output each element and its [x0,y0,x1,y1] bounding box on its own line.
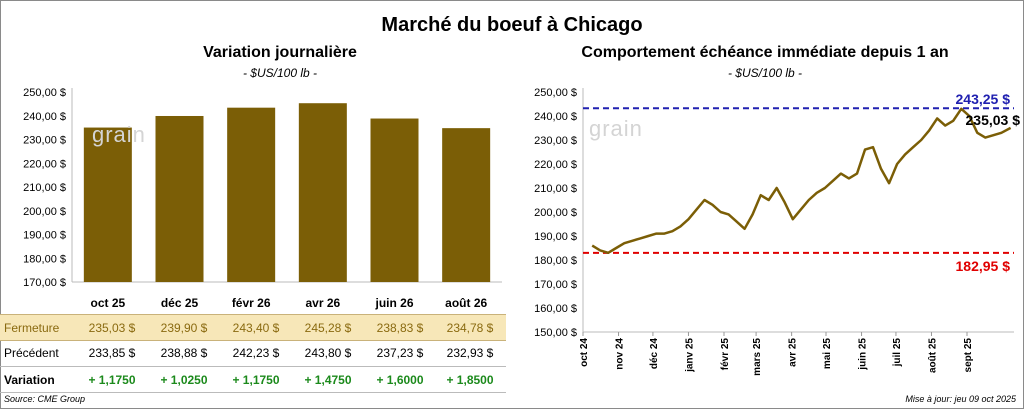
row-label: Variation [4,373,55,387]
table-cell: 237,23 $ [376,346,424,360]
bar-x-tick-label: juin 26 [374,296,413,310]
left-subtitle: Variation journalière [203,44,357,61]
bar [298,103,347,283]
source-note: Source: CME Group [4,394,86,404]
table-cell: 238,83 $ [376,321,424,335]
table-divider [0,366,506,367]
table-cell: 239,90 $ [160,321,208,335]
bar-y-tick-label: 210,00 $ [23,182,66,194]
line-y-tick-label: 220,00 $ [534,159,577,171]
bar-x-tick-label: avr 26 [305,296,340,310]
line-x-tick-label: mars 25 [752,338,763,376]
left-watermark: grain [92,122,146,147]
bar-x-tick-label: oct 25 [90,296,125,310]
line-y-tick-label: 170,00 $ [534,279,577,291]
table-cell: + 1,4750 [304,373,352,387]
bar [83,127,132,283]
line-y-tick-label: 150,00 $ [534,327,577,339]
bar-x-tick-label: août 26 [445,296,487,310]
last-value-label: 235,03 $ [966,112,1021,128]
bar [155,115,204,282]
table-cell: + 1,6000 [376,373,424,387]
line-y-tick-label: 250,00 $ [534,87,577,99]
table-row-close: Fermeture 235,03 $ 239,90 $ 243,40 $ 245… [0,314,506,341]
main-title: Marché du boeuf à Chicago [381,14,643,36]
line-x-tick-label: déc 24 [649,338,660,370]
row-label: Précédent [4,346,59,360]
right-watermark: grain [589,116,643,141]
table-cell: + 1,8500 [446,373,494,387]
line-x-tick-label: sept 25 [963,338,974,373]
bar-y-tick-label: 200,00 $ [23,206,66,218]
bar-x-tick-label: déc 25 [161,296,199,310]
table-cell: + 1,0250 [160,373,208,387]
line-x-tick-label: oct 24 [579,338,590,367]
price-series-line [591,107,1012,255]
bar-y-tick-label: 170,00 $ [23,277,66,289]
line-y-tick-label: 200,00 $ [534,207,577,219]
right-unit: - $US/100 lb - [727,66,803,80]
row-label: Fermeture [4,321,60,335]
bar-x-tick-label: févr 26 [232,296,271,310]
bar-y-tick-label: 230,00 $ [23,135,66,147]
table-cell: 243,80 $ [304,346,352,360]
table-cell: + 1,1750 [88,373,136,387]
line-y-tick-label: 190,00 $ [534,231,577,243]
table-cell: 245,28 $ [304,321,352,335]
bar-y-tick-label: 240,00 $ [23,111,66,123]
line-x-tick-label: août 25 [927,338,938,373]
bar [370,118,419,282]
line-y-tick-label: 210,00 $ [534,183,577,195]
line-y-tick-label: 240,00 $ [534,111,577,123]
high-reference-label: 243,25 $ [956,91,1011,107]
line-x-tick-label: mai 25 [822,338,833,370]
line-y-tick-label: 180,00 $ [534,255,577,267]
table-row-previous: Précédent 233,85 $ 238,88 $ 242,23 $ 243… [0,340,506,365]
right-subtitle: Comportement échéance immédiate depuis 1… [581,44,949,61]
line-x-tick-label: juil 25 [892,338,903,368]
table-cell: + 1,1750 [232,373,280,387]
line-x-tick-label: juin 25 [858,338,869,371]
line-x-tick-label: avr 25 [788,338,799,367]
left-unit: - $US/100 lb - [242,66,318,80]
line-y-tick-label: 230,00 $ [534,135,577,147]
line-x-tick-label: janv 25 [684,338,695,373]
table-cell: 243,40 $ [232,321,280,335]
table-cell: 235,03 $ [88,321,136,335]
line-x-tick-label: nov 24 [615,338,626,370]
bar-y-tick-label: 180,00 $ [23,253,66,265]
table-cell: 233,85 $ [88,346,136,360]
line-x-tick-label: févr 25 [720,338,731,371]
table-bottom-divider [0,392,506,393]
low-reference-label: 182,95 $ [956,258,1011,274]
line-y-tick-label: 160,00 $ [534,303,577,315]
update-note: Mise à jour: jeu 09 oct 2025 [905,394,1016,404]
table-row-variation: Variation + 1,1750 + 1,0250 + 1,1750 + 1… [0,367,506,392]
table-cell: 232,93 $ [446,346,494,360]
bar [227,107,276,282]
bar-y-tick-label: 250,00 $ [23,87,66,99]
table-cell: 234,78 $ [446,321,494,335]
table-cell: 242,23 $ [232,346,280,360]
bar-y-tick-label: 190,00 $ [23,230,66,242]
bar [442,128,491,282]
table-cell: 238,88 $ [160,346,208,360]
bar-y-tick-label: 220,00 $ [23,158,66,170]
